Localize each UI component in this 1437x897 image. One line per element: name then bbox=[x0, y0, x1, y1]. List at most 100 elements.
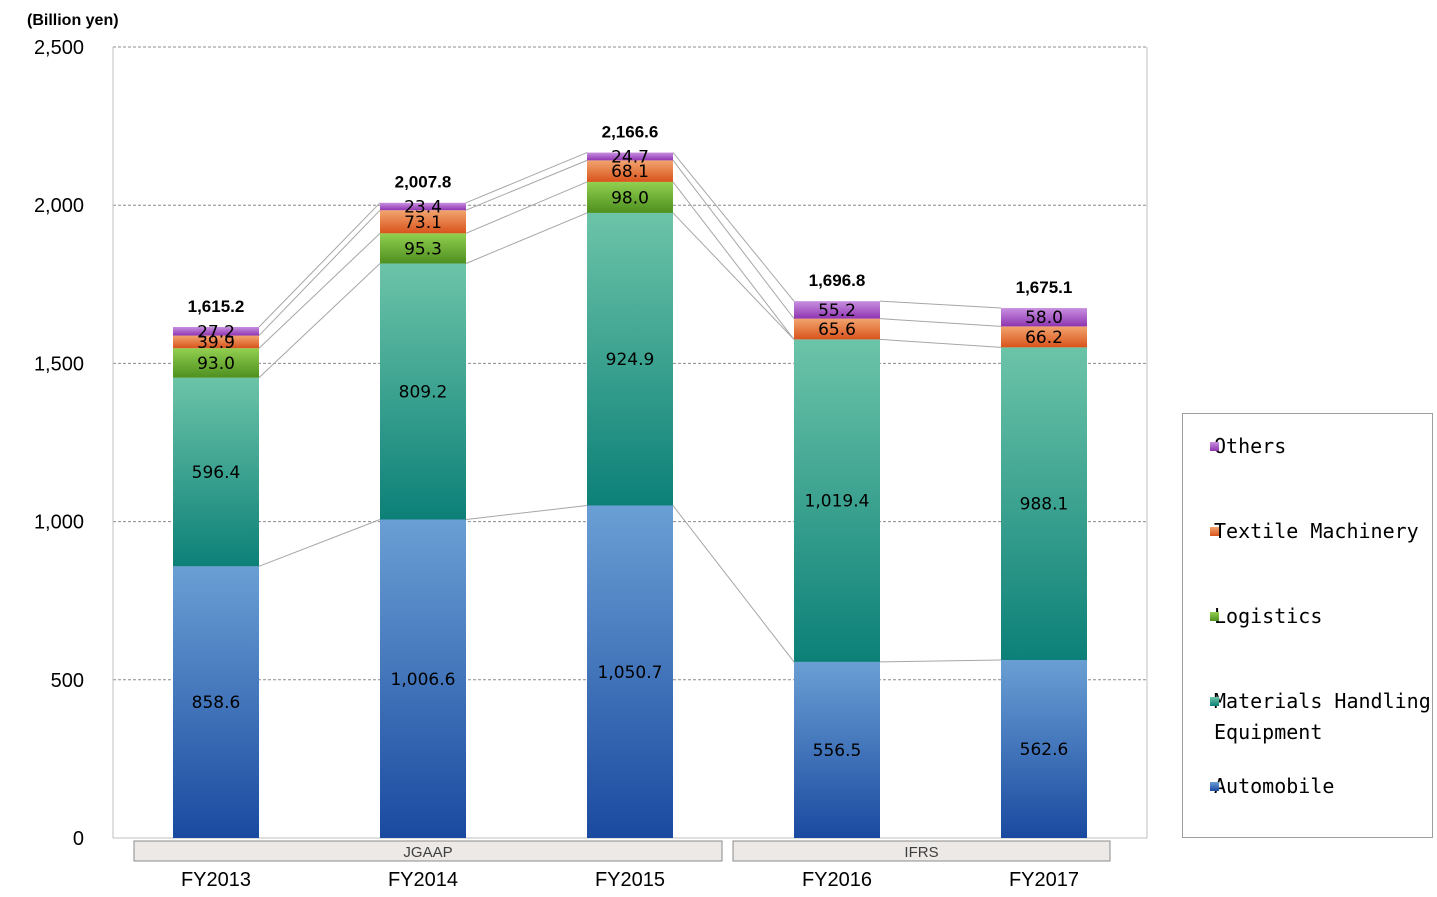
total-label: 1,696.8 bbox=[809, 271, 866, 290]
legend-label-logistics: Logistics bbox=[1214, 604, 1323, 628]
legend-swatch-automobile bbox=[1210, 782, 1219, 791]
connector-line bbox=[672, 181, 795, 340]
connector-line bbox=[672, 212, 795, 340]
y-tick-label: 0 bbox=[73, 828, 84, 850]
connector-line bbox=[672, 152, 795, 302]
legend-label-textile: Textile Machinery bbox=[1214, 519, 1419, 543]
bar-segment-materials-handling-equipment bbox=[587, 212, 673, 506]
bar-segment-textile-machinery bbox=[173, 335, 259, 349]
legend-item-materials-handling: Materials Handling Equipment bbox=[1210, 686, 1431, 748]
data-label-materials-handling-equipment: 924.9 bbox=[606, 350, 655, 370]
data-label-logistics: 93.0 bbox=[197, 354, 235, 374]
connector-line bbox=[258, 209, 381, 336]
bar-segment-materials-handling-equipment bbox=[794, 339, 880, 662]
data-label-materials-handling-equipment: 988.1 bbox=[1020, 495, 1069, 515]
bar-segment-automobile bbox=[587, 505, 673, 838]
y-tick-label: 2,000 bbox=[34, 195, 84, 217]
connector-line bbox=[879, 318, 1002, 327]
data-label-others: 27.2 bbox=[197, 322, 235, 342]
data-label-textile-machinery: 39.9 bbox=[197, 333, 235, 353]
legend-swatch-others bbox=[1210, 442, 1219, 451]
bar-layer bbox=[173, 152, 1087, 838]
x-tick-label: FY2017 bbox=[1009, 869, 1079, 891]
total-label: 2,007.8 bbox=[395, 173, 452, 192]
connector-line bbox=[879, 300, 1002, 309]
connector-line bbox=[258, 519, 381, 567]
connector-line bbox=[258, 263, 381, 379]
legend-item-logistics: Logistics bbox=[1210, 601, 1323, 632]
group-label-jgaap: JGAAP bbox=[403, 844, 452, 861]
y-tick-label: 500 bbox=[51, 670, 84, 692]
bar-segment-others bbox=[1001, 308, 1087, 327]
connector-line bbox=[465, 212, 588, 264]
data-label-automobile: 1,006.6 bbox=[391, 670, 456, 690]
data-label-textile-machinery: 65.6 bbox=[818, 320, 856, 340]
data-label-automobile: 1,050.7 bbox=[598, 663, 663, 683]
data-label-automobile: 556.5 bbox=[813, 741, 862, 761]
data-label-automobile: 858.6 bbox=[192, 693, 241, 713]
bar-segment-textile-machinery bbox=[380, 210, 466, 234]
bar-segment-automobile bbox=[1001, 659, 1087, 838]
data-label-materials-handling-equipment: 809.2 bbox=[399, 382, 448, 402]
bar-segment-automobile bbox=[794, 661, 880, 838]
connector-line bbox=[879, 338, 1002, 348]
bar-segment-materials-handling-equipment bbox=[1001, 347, 1087, 660]
data-label-others: 23.4 bbox=[404, 197, 442, 217]
y-tick-label: 1,000 bbox=[34, 512, 84, 534]
legend-label-materials-handling: Materials Handling Equipment bbox=[1214, 689, 1431, 744]
legend-swatch-logistics bbox=[1210, 612, 1219, 621]
total-label: 1,675.1 bbox=[1016, 278, 1073, 297]
x-tick-label: FY2015 bbox=[595, 869, 665, 891]
bar-segment-materials-handling-equipment bbox=[173, 377, 259, 567]
total-label: 2,166.6 bbox=[602, 122, 659, 141]
bar-segment-textile-machinery bbox=[1001, 326, 1087, 348]
axis-layer: 0 500 1,000 1,500 2,000 2,500 bbox=[34, 37, 1148, 850]
data-label-others: 55.2 bbox=[818, 301, 856, 321]
bar-segment-logistics bbox=[173, 348, 259, 378]
connector-line bbox=[465, 152, 588, 204]
legend-label-automobile: Automobile bbox=[1214, 774, 1335, 798]
group-box-jgaap bbox=[133, 840, 723, 862]
bar-segment-textile-machinery bbox=[794, 318, 880, 340]
bar-segment-others bbox=[380, 202, 466, 211]
legend-item-others: Others bbox=[1210, 431, 1287, 462]
y-tick-label: 1,500 bbox=[34, 353, 84, 375]
x-tick-label: FY2013 bbox=[181, 869, 251, 891]
connector-line bbox=[465, 505, 588, 521]
legend-item-textile: Textile Machinery bbox=[1210, 516, 1419, 547]
legend-swatch-textile bbox=[1210, 527, 1219, 536]
data-label-automobile: 562.6 bbox=[1020, 740, 1069, 760]
bar-segment-others bbox=[173, 326, 259, 336]
data-label-materials-handling-equipment: 596.4 bbox=[192, 463, 241, 483]
bar-segment-logistics bbox=[587, 181, 673, 213]
bar-segment-others bbox=[794, 301, 880, 319]
data-label-logistics: 98.0 bbox=[611, 188, 649, 208]
data-label-others: 24.7 bbox=[611, 147, 649, 167]
connector-line bbox=[879, 659, 1002, 663]
legend-label-others: Others bbox=[1214, 434, 1287, 458]
bar-segment-materials-handling-equipment bbox=[380, 263, 466, 520]
group-label-ifrs: IFRS bbox=[904, 844, 938, 861]
bar-segment-logistics bbox=[380, 233, 466, 264]
data-label-materials-handling-equipment: 1,019.4 bbox=[805, 492, 870, 512]
connector-line bbox=[258, 232, 381, 349]
legend: Others Textile Machinery Logistics Mater… bbox=[1182, 413, 1433, 838]
group-box-ifrs bbox=[732, 840, 1111, 862]
data-label-others: 58.0 bbox=[1025, 308, 1063, 328]
bar-segment-automobile bbox=[173, 566, 259, 838]
connector-line bbox=[672, 505, 795, 663]
x-tick-label: FY2014 bbox=[388, 869, 458, 891]
unit-label: (Billion yen) bbox=[27, 12, 119, 29]
group-layer: JGAAP IFRS bbox=[133, 840, 1111, 862]
connector-line bbox=[465, 181, 588, 234]
connector-line bbox=[672, 160, 795, 319]
y-tick-label: 2,500 bbox=[34, 37, 84, 59]
label-layer: 858.6 596.4 93.039.927.2 1,615.2 FY2013 1,006… bbox=[181, 122, 1079, 891]
bar-segment-textile-machinery bbox=[587, 160, 673, 182]
data-label-textile-machinery: 68.1 bbox=[611, 162, 649, 182]
connector-line bbox=[465, 159, 588, 211]
data-label-textile-machinery: 73.1 bbox=[404, 213, 442, 233]
data-label-logistics: 95.3 bbox=[404, 239, 442, 259]
legend-item-automobile: Automobile bbox=[1210, 771, 1335, 802]
